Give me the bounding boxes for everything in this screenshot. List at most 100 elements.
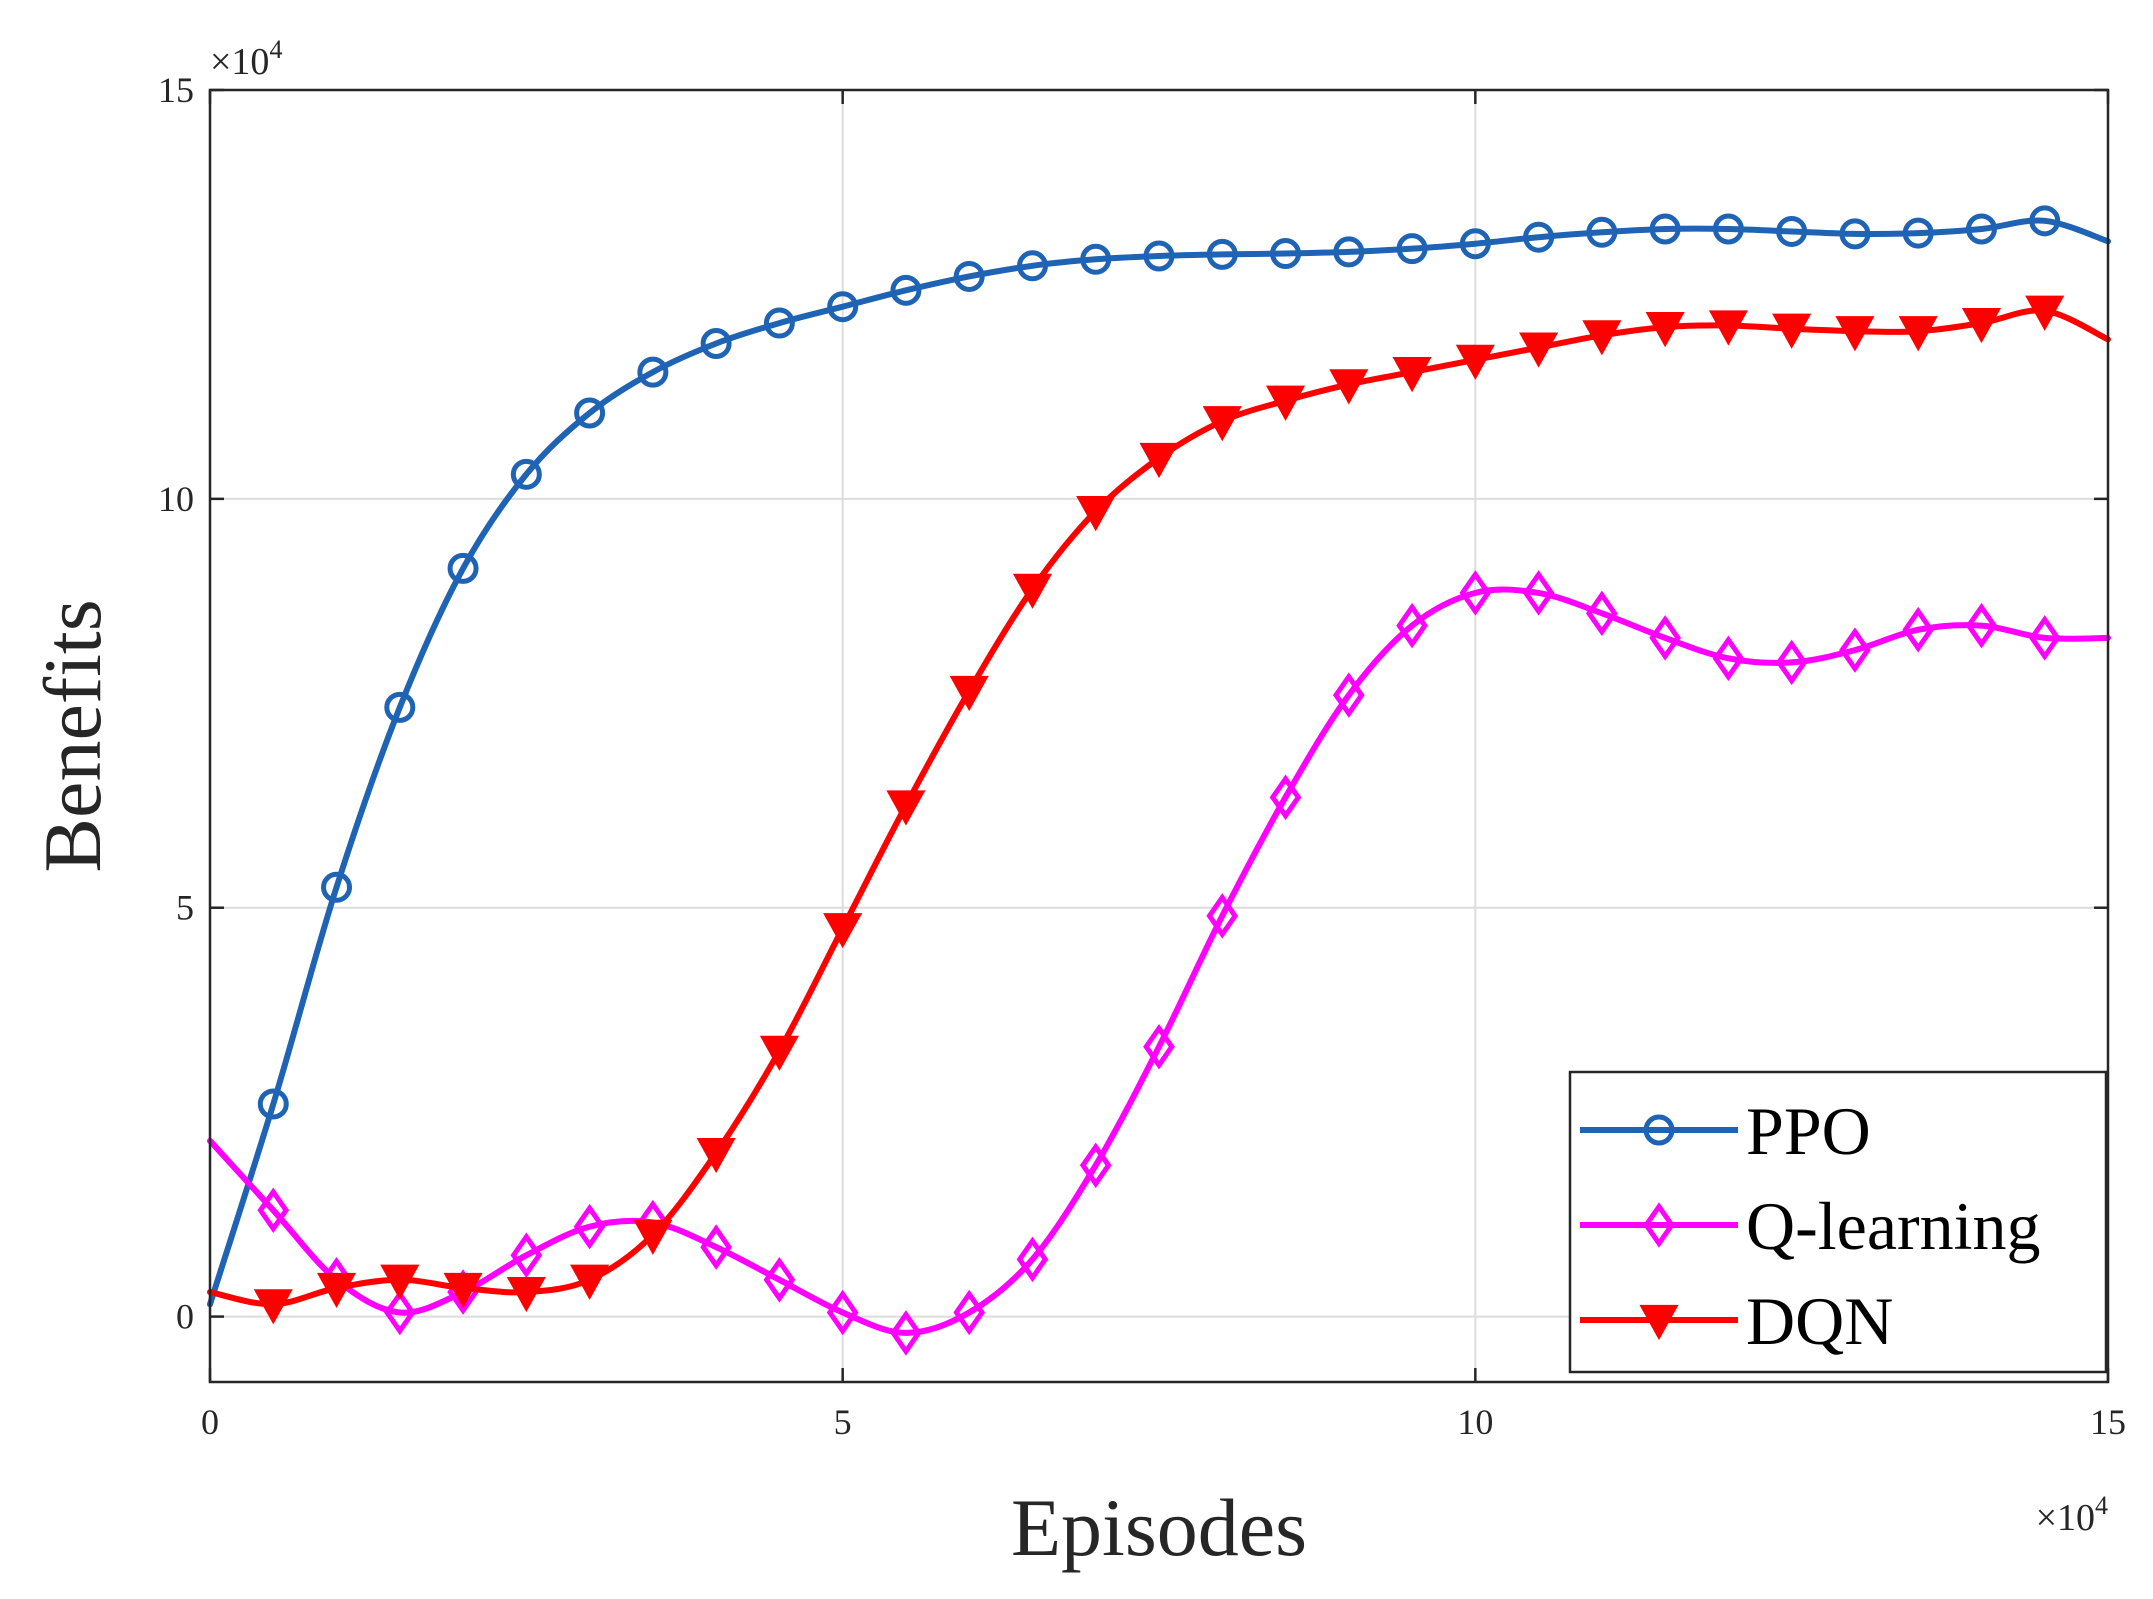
marker-ppo	[1839, 218, 1871, 250]
marker-ppo	[637, 356, 669, 388]
y-tick-label: 10	[158, 479, 194, 519]
y-exponent-label: ×104	[210, 35, 282, 83]
marker-q-learning	[1649, 615, 1681, 661]
marker-ppo	[763, 307, 795, 339]
marker-ppo	[321, 871, 353, 903]
marker-dqn	[1265, 385, 1306, 421]
marker-ppo	[1333, 236, 1365, 268]
marker-ppo	[574, 397, 606, 429]
y-tick-label: 0	[176, 1297, 194, 1337]
marker-ppo	[1523, 221, 1555, 253]
marker-q-learning	[826, 1289, 859, 1336]
marker-dqn	[886, 790, 926, 826]
series-line-q-learning	[207, 586, 2111, 1336]
marker-ppo	[890, 274, 922, 306]
marker-q-learning	[1143, 1023, 1175, 1070]
marker-dqn	[1772, 313, 1812, 349]
marker-q-learning	[1079, 1142, 1112, 1189]
marker-q-learning	[1902, 606, 1935, 653]
marker-dqn	[570, 1264, 610, 1300]
marker-dqn	[443, 1272, 483, 1309]
marker-dqn	[1519, 332, 1559, 368]
x-tick-label: 5	[834, 1402, 852, 1442]
legend-label: PPO	[1746, 1093, 1871, 1169]
marker-dqn	[2025, 295, 2065, 331]
marker-dqn	[1898, 316, 1938, 352]
marker-dqn	[1202, 406, 1242, 442]
marker-q-learning	[1396, 602, 1428, 649]
marker-dqn	[949, 675, 989, 712]
legend-marker-ppo	[1643, 1114, 1675, 1146]
series-ppo	[207, 205, 2111, 1308]
marker-q-learning	[763, 1257, 796, 1303]
legend: PPO Q-learning DQN	[1568, 1070, 2108, 1374]
marker-q-learning	[1712, 635, 1745, 682]
marker-ppo	[827, 291, 859, 323]
marker-ppo	[1776, 215, 1808, 247]
marker-dqn	[633, 1219, 673, 1255]
marker-q-learning	[1839, 627, 1871, 673]
marker-ppo	[1016, 250, 1048, 282]
marker-q-learning	[2028, 615, 2061, 661]
marker-q-learning	[1459, 570, 1492, 616]
marker-dqn	[759, 1035, 799, 1071]
marker-ppo	[1396, 233, 1428, 265]
marker-dqn	[1392, 357, 1432, 393]
marker-ppo	[447, 552, 479, 584]
marker-ppo	[1902, 217, 1934, 249]
marker-q-learning	[1269, 774, 1302, 821]
marker-q-learning	[890, 1310, 922, 1356]
marker-dqn	[1139, 442, 1179, 479]
marker-dqn	[316, 1272, 357, 1309]
marker-ppo	[1965, 213, 1997, 245]
marker-q-learning	[573, 1203, 606, 1250]
legend-label: DQN	[1746, 1283, 1893, 1359]
marker-q-learning	[1206, 893, 1239, 939]
marker-dqn	[1582, 320, 1622, 356]
x-tick-label: 15	[2090, 1402, 2126, 1442]
x-axis-label: Episodes	[1011, 1482, 1307, 1573]
marker-ppo	[257, 1088, 289, 1120]
marker-dqn	[1645, 312, 1685, 348]
marker-q-learning	[1332, 672, 1365, 718]
legend-marker-dqn	[1639, 1304, 1679, 1341]
legend-label: Q-learning	[1746, 1188, 2041, 1264]
marker-dqn	[1012, 573, 1053, 609]
x-tick-label: 10	[1457, 1402, 1493, 1442]
marker-ppo	[953, 260, 985, 292]
legend-marker-q-learning	[1643, 1202, 1675, 1248]
marker-q-learning	[257, 1187, 290, 1234]
marker-q-learning	[700, 1224, 732, 1270]
marker-dqn	[1708, 310, 1748, 346]
y-tick-label: 15	[158, 70, 194, 110]
marker-q-learning	[1586, 590, 1618, 637]
marker-q-learning	[1522, 570, 1555, 616]
legend-item-q-learning: Q-learning	[1580, 1188, 2041, 1264]
series-q-learning	[207, 570, 2111, 1356]
marker-ppo	[700, 327, 732, 359]
axis-ticks: 0 5 10 15 0 5 10 15	[158, 70, 2126, 1442]
marker-dqn	[253, 1289, 293, 1325]
x-exponent-label: ×104	[2036, 1491, 2108, 1539]
marker-dqn	[1076, 496, 1116, 532]
marker-dqn	[1329, 369, 1369, 405]
marker-ppo	[2029, 205, 2061, 237]
marker-q-learning	[1016, 1236, 1049, 1283]
marker-ppo	[384, 691, 416, 723]
marker-ppo	[1270, 238, 1302, 270]
series-dqn	[207, 295, 2111, 1325]
marker-dqn	[823, 913, 863, 949]
marker-dqn	[1455, 344, 1495, 380]
marker-ppo	[1649, 213, 1681, 245]
marker-ppo	[1080, 243, 1112, 275]
marker-dqn	[1961, 307, 2002, 344]
marker-q-learning	[510, 1232, 543, 1279]
marker-ppo	[510, 458, 542, 490]
series-line-ppo	[207, 217, 2111, 1308]
y-tick-label: 5	[176, 888, 194, 928]
marker-q-learning	[1775, 639, 1808, 686]
marker-dqn	[506, 1276, 546, 1313]
legend-item-ppo: PPO	[1580, 1093, 1871, 1169]
y-axis-label: Benefits	[27, 599, 118, 872]
